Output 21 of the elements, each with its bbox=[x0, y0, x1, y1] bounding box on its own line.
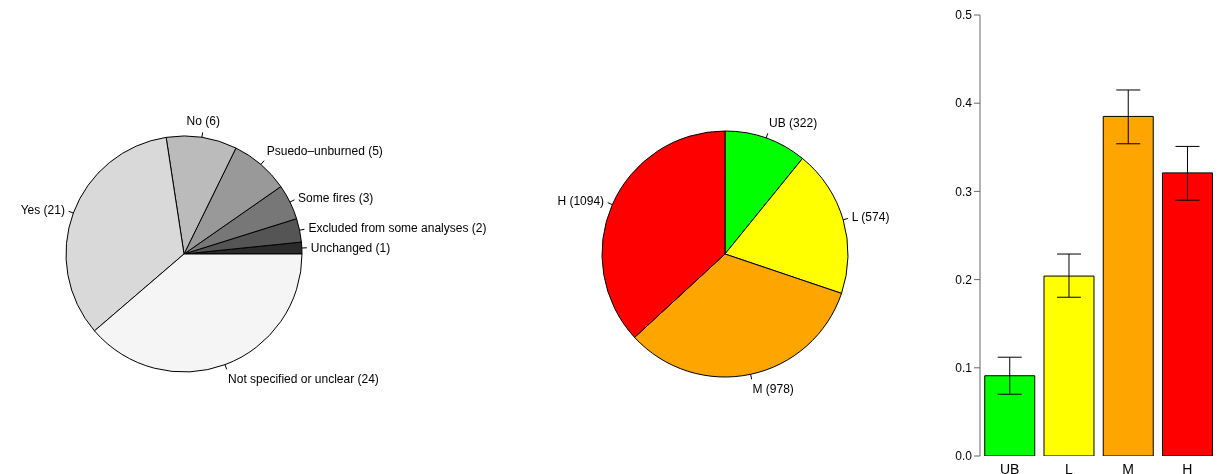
x-tick-label: H bbox=[1182, 460, 1193, 474]
slice-label: M (978) bbox=[752, 382, 794, 397]
x-tick-label: M bbox=[1122, 460, 1134, 474]
slice-label: H (1094) bbox=[557, 194, 605, 209]
slice-label: L (574) bbox=[851, 210, 890, 225]
slice-label: Yes (21) bbox=[20, 202, 65, 217]
y-tick-label: 0.4 bbox=[955, 96, 973, 111]
slice-label: Not specified or unclear (24) bbox=[228, 372, 379, 387]
y-tick-label: 0.3 bbox=[955, 184, 973, 199]
slice-label: Excluded from some analyses (2) bbox=[308, 221, 487, 236]
slice-label: No (6) bbox=[186, 114, 220, 129]
slice-label: Some fires (3) bbox=[298, 191, 374, 206]
slice-label: UB (322) bbox=[769, 115, 818, 130]
y-tick-label: 0.1 bbox=[955, 361, 973, 376]
x-tick-label: L bbox=[1064, 460, 1073, 474]
x-tick-label: UB bbox=[999, 460, 1020, 474]
slice-label: Psuedo–unburned (5) bbox=[266, 143, 383, 158]
y-tick-label: 0.2 bbox=[955, 272, 973, 287]
y-tick-label: 0.5 bbox=[955, 8, 973, 23]
slice-label: Unchanged (1) bbox=[310, 240, 391, 255]
y-tick-label: 0.0 bbox=[955, 449, 973, 464]
